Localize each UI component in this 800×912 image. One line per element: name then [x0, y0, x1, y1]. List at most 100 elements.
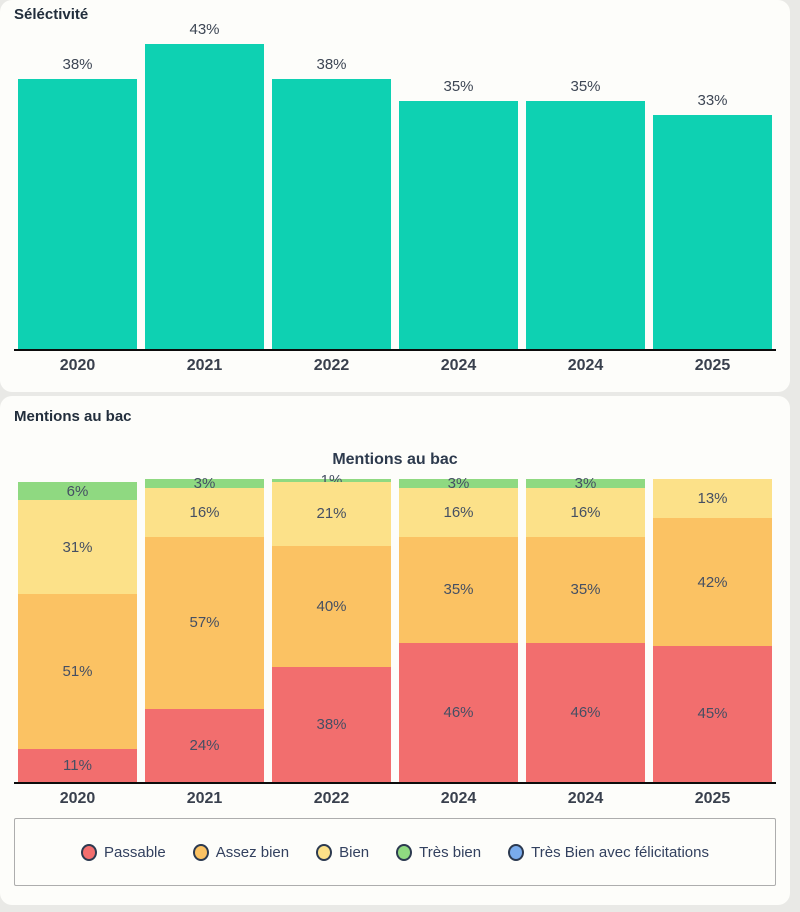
- selectivity-bar-2024[interactable]: [526, 101, 645, 349]
- mentions-chart-title: Mentions au bac: [332, 451, 458, 468]
- xaxis-label-2022: 2022: [313, 357, 350, 374]
- selectivity-chart: 38% 43% 38% 35% 35% 33%: [14, 21, 776, 351]
- bar-slot-2020: 38%: [18, 56, 137, 349]
- segment-très-bien[interactable]: 3%: [526, 476, 645, 491]
- legend-label: Très bien: [419, 843, 482, 861]
- selectivity-bar-2025[interactable]: [653, 115, 772, 349]
- selectivity-bar-2022[interactable]: [272, 79, 391, 349]
- segment-passable[interactable]: 46%: [399, 642, 518, 782]
- legend-label: Très Bien avec félicitations: [531, 843, 709, 861]
- segment-value-label: 21%: [316, 505, 347, 523]
- segment-value-label: 51%: [62, 662, 93, 680]
- xaxis-label-2021: 2021: [186, 790, 223, 807]
- legend-label: Assez bien: [215, 843, 290, 861]
- segment-bien[interactable]: 31%: [18, 500, 137, 595]
- segment-bien[interactable]: 16%: [145, 488, 264, 537]
- legend-color-dot: [316, 843, 333, 861]
- legend-label: Passable: [104, 843, 166, 861]
- segment-value-label: 38%: [316, 715, 347, 733]
- segment-value-label: 13%: [697, 490, 728, 508]
- segment-value-label: 35%: [443, 581, 474, 599]
- legend-item-très-bien[interactable]: Très bien: [396, 843, 482, 861]
- legend-color-dot: [396, 843, 413, 861]
- legend-item-très-bien-avec-félicitations[interactable]: Très Bien avec félicitations: [508, 843, 709, 861]
- legend-color-dot: [508, 843, 525, 861]
- selectivity-bar-2021[interactable]: [145, 44, 264, 349]
- legend-item-bien[interactable]: Bien: [316, 843, 370, 861]
- legend-color-dot: [192, 843, 209, 861]
- mentions-card: Mentions au bac Mentions au bac 6% 31% 51%…: [0, 396, 790, 905]
- bar-value-label: 38%: [62, 56, 93, 73]
- segment-assez-bien[interactable]: 35%: [526, 536, 645, 643]
- segment-bien[interactable]: 21%: [272, 482, 391, 546]
- segment-value-label: 16%: [189, 503, 220, 521]
- selectivity-xaxis: 2020 2021 2022 2024 2024 2025: [14, 351, 776, 381]
- segment-value-label: 42%: [697, 573, 728, 591]
- segment-value-label: 46%: [570, 703, 601, 721]
- segment-bien[interactable]: 16%: [399, 488, 518, 537]
- segment-bien[interactable]: 13%: [653, 479, 772, 519]
- segment-value-label: 6%: [66, 482, 89, 500]
- segment-assez-bien[interactable]: 57%: [145, 536, 264, 710]
- bar-value-label: 35%: [443, 78, 474, 95]
- bar-value-label: 33%: [697, 92, 728, 109]
- segment-passable[interactable]: 46%: [526, 642, 645, 782]
- selectivity-bar-2020[interactable]: [18, 79, 137, 349]
- segment-assez-bien[interactable]: 51%: [18, 594, 137, 749]
- segment-très-bien[interactable]: 3%: [145, 475, 264, 493]
- segment-value-label: 16%: [570, 503, 601, 521]
- segment-value-label: 31%: [62, 538, 93, 556]
- mentions-heading: Mentions au bac: [14, 408, 132, 425]
- bar-value-label: 38%: [316, 56, 347, 73]
- legend-item-passable[interactable]: Passable: [81, 843, 166, 861]
- xaxis-label-2022: 2022: [313, 790, 350, 807]
- segment-passable[interactable]: 11%: [18, 748, 137, 782]
- xaxis-label-2020: 2020: [59, 357, 96, 374]
- segment-assez-bien[interactable]: 40%: [272, 545, 391, 667]
- segment-bien[interactable]: 16%: [526, 488, 645, 537]
- bar-slot-2022: 38%: [272, 56, 391, 349]
- xaxis-label-2025: 2025: [694, 790, 731, 807]
- bar-slot-2024: 35%: [399, 78, 518, 349]
- bar-slot-2024: 35%: [526, 78, 645, 349]
- xaxis-label-2024: 2024: [440, 790, 477, 807]
- bar-value-label: 43%: [189, 21, 220, 38]
- segment-passable[interactable]: 38%: [272, 666, 391, 782]
- xaxis-label-2024: 2024: [567, 790, 604, 807]
- segment-value-label: 35%: [570, 581, 601, 599]
- segment-value-label: 11%: [63, 756, 92, 774]
- legend-label: Bien: [339, 843, 370, 861]
- bar-slot-2021: 43%: [145, 21, 264, 349]
- bar-slot-2025: 33%: [653, 92, 772, 349]
- segment-value-label: 40%: [316, 597, 347, 615]
- xaxis-label-2021: 2021: [186, 357, 223, 374]
- mentions-chart: 6% 31% 51% 11% 3% 16% 57% 24% 1% 21% 40% 38% 3% 16% 35…: [14, 473, 776, 784]
- selectivity-heading: Séléctivité: [14, 6, 89, 23]
- mentions-legend: Passable Assez bien Bien Très bien Très Bien…: [14, 818, 776, 886]
- legend-color-dot: [81, 843, 98, 861]
- stack-slot-2021: 3% 16% 57% 24%: [145, 475, 264, 782]
- segment-value-label: 3%: [193, 475, 216, 493]
- segment-value-label: 16%: [443, 503, 474, 521]
- segment-value-label: 45%: [697, 705, 728, 723]
- bar-value-label: 35%: [570, 78, 601, 95]
- segment-passable[interactable]: 24%: [145, 709, 264, 782]
- mentions-xaxis: 2020 2021 2022 2024 2024 2025: [14, 784, 776, 814]
- xaxis-label-2024: 2024: [440, 357, 477, 374]
- stack-slot-2025: 13% 42% 45%: [653, 479, 772, 782]
- segment-passable[interactable]: 45%: [653, 645, 772, 782]
- xaxis-label-2024: 2024: [567, 357, 604, 374]
- selectivity-bar-2024[interactable]: [399, 101, 518, 349]
- stack-slot-2024: 3% 16% 35% 46%: [526, 476, 645, 782]
- segment-assez-bien[interactable]: 35%: [399, 536, 518, 643]
- xaxis-label-2020: 2020: [59, 790, 96, 807]
- segment-très-bien[interactable]: 6%: [18, 482, 137, 501]
- stack-slot-2020: 6% 31% 51% 11%: [18, 482, 137, 782]
- segment-value-label: 3%: [447, 475, 470, 493]
- segment-value-label: 24%: [189, 737, 220, 755]
- legend-item-assez-bien[interactable]: Assez bien: [192, 843, 290, 861]
- stack-slot-2024: 3% 16% 35% 46%: [399, 475, 518, 782]
- segment-très-bien[interactable]: 3%: [399, 475, 518, 493]
- segment-assez-bien[interactable]: 42%: [653, 518, 772, 646]
